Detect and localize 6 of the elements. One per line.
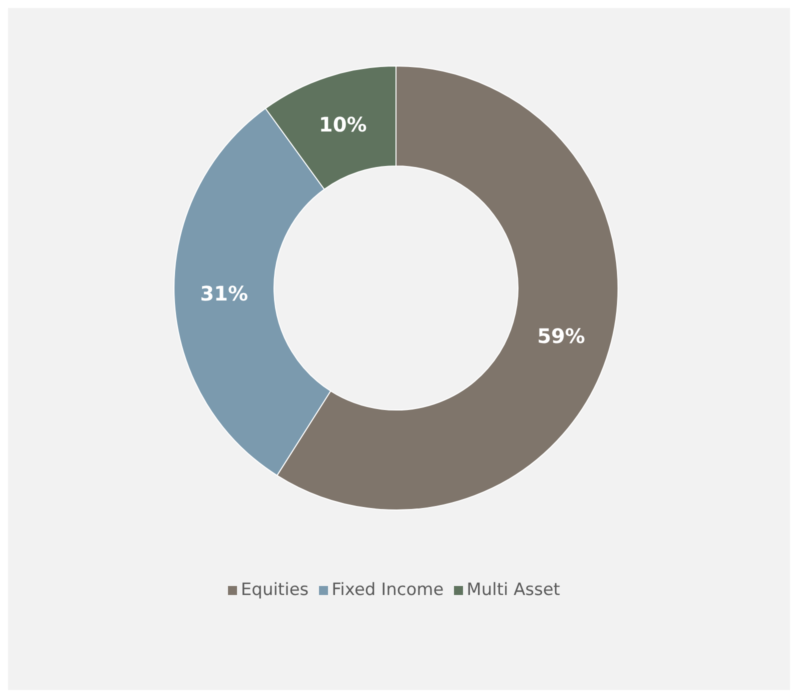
data-label: 31% <box>200 281 248 306</box>
legend-label: Equities <box>240 580 309 600</box>
legend-label: Fixed Income <box>332 580 444 600</box>
data-label: 59% <box>537 324 586 348</box>
legend-label: Multi Asset <box>466 580 560 600</box>
data-label: 10% <box>318 112 367 136</box>
